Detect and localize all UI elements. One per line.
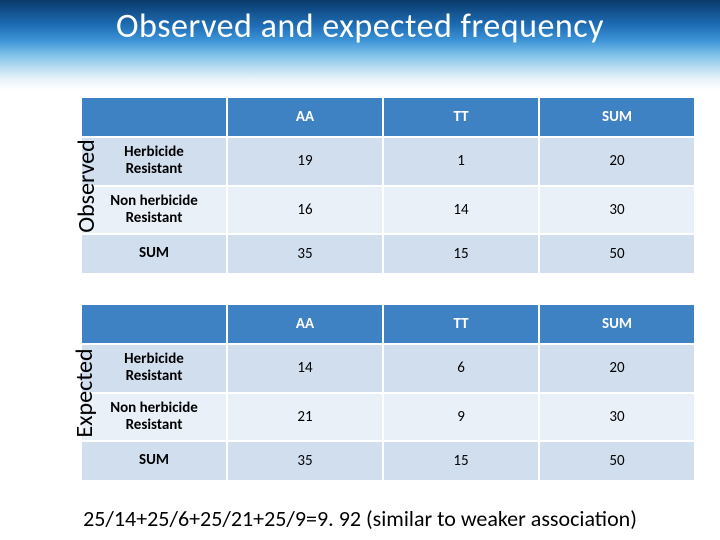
cell: 15 xyxy=(383,234,539,274)
table-header-row: AA TT SUM xyxy=(81,304,695,344)
page-title: Observed and expected frequency xyxy=(116,6,604,47)
header-cell: SUM xyxy=(539,304,695,344)
observed-table: AA TT SUM HerbicideResistant 19 1 20 Non… xyxy=(80,96,696,275)
cell: 30 xyxy=(539,186,695,235)
observed-block: Observed AA TT SUM HerbicideResistant 19… xyxy=(0,96,720,275)
footer-text: 25/14+25/6+25/21+25/9=9. 92 (similar to … xyxy=(0,505,720,532)
cell: 15 xyxy=(383,441,539,481)
cell: 6 xyxy=(383,344,539,393)
observed-label: Observed xyxy=(72,139,101,232)
table-row: HerbicideResistant 19 1 20 xyxy=(81,137,695,186)
table-header-row: AA TT SUM xyxy=(81,97,695,137)
table-row: SUM 35 15 50 xyxy=(81,234,695,274)
expected-label: Expected xyxy=(70,348,99,437)
header-cell xyxy=(81,304,227,344)
cell: 9 xyxy=(383,393,539,442)
row-label: SUM xyxy=(81,234,227,274)
header-cell: SUM xyxy=(539,97,695,137)
cell: 21 xyxy=(227,393,383,442)
title-band: Observed and expected frequency xyxy=(0,0,720,90)
table-row: Non herbicideResistant 16 14 30 xyxy=(81,186,695,235)
header-cell: TT xyxy=(383,304,539,344)
cell: 50 xyxy=(539,234,695,274)
cell: 30 xyxy=(539,393,695,442)
cell: 14 xyxy=(227,344,383,393)
row-label: Non herbicideResistant xyxy=(81,393,227,442)
header-cell: TT xyxy=(383,97,539,137)
row-label: SUM xyxy=(81,441,227,481)
header-cell: AA xyxy=(227,97,383,137)
cell: 35 xyxy=(227,234,383,274)
cell: 16 xyxy=(227,186,383,235)
table-row: HerbicideResistant 14 6 20 xyxy=(81,344,695,393)
table-row: Non herbicideResistant 21 9 30 xyxy=(81,393,695,442)
cell: 19 xyxy=(227,137,383,186)
table-row: SUM 35 15 50 xyxy=(81,441,695,481)
expected-block: Expected AA TT SUM HerbicideResistant 14… xyxy=(0,303,720,482)
header-cell: AA xyxy=(227,304,383,344)
cell: 35 xyxy=(227,441,383,481)
row-label: Non herbicideResistant xyxy=(81,186,227,235)
cell: 1 xyxy=(383,137,539,186)
content: Observed AA TT SUM HerbicideResistant 19… xyxy=(0,96,720,510)
cell: 50 xyxy=(539,441,695,481)
row-label: HerbicideResistant xyxy=(81,137,227,186)
row-label: HerbicideResistant xyxy=(81,344,227,393)
cell: 14 xyxy=(383,186,539,235)
cell: 20 xyxy=(539,137,695,186)
header-cell xyxy=(81,97,227,137)
cell: 20 xyxy=(539,344,695,393)
expected-table: AA TT SUM HerbicideResistant 14 6 20 Non… xyxy=(80,303,696,482)
